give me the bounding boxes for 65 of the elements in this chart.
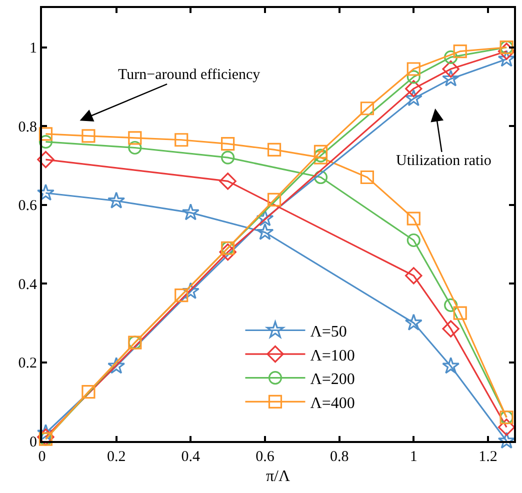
point <box>182 203 200 220</box>
point <box>37 150 54 168</box>
point <box>442 357 460 374</box>
point <box>498 50 516 67</box>
point <box>108 192 126 208</box>
point <box>360 102 374 116</box>
x-tick-label: 0.2 <box>106 449 126 465</box>
y-tick-label: 0.2 <box>18 356 37 372</box>
point <box>256 209 274 226</box>
point <box>498 42 516 60</box>
point <box>444 50 458 64</box>
point <box>82 385 96 399</box>
point <box>174 133 188 147</box>
point <box>405 80 422 98</box>
y-tick-label: 0.8 <box>18 119 37 136</box>
x-tick-label: 1.2 <box>478 449 498 465</box>
point <box>219 172 236 190</box>
y-tick-label: 1 <box>30 40 37 57</box>
legend-label: Λ=50 <box>310 323 347 340</box>
x-tick-label: 0.6 <box>256 449 275 465</box>
point <box>174 288 188 302</box>
point <box>453 306 467 320</box>
annotation: Utilization ratio <box>396 153 492 169</box>
point <box>404 314 422 331</box>
point <box>267 142 282 157</box>
point <box>498 432 516 449</box>
point <box>267 192 282 206</box>
point <box>442 70 460 86</box>
legend-label: Λ=100 <box>310 347 355 364</box>
y-tick-label: 0.4 <box>18 276 38 293</box>
point <box>108 357 126 374</box>
point <box>442 320 460 338</box>
point <box>128 131 142 145</box>
point <box>38 127 53 141</box>
point <box>219 243 236 261</box>
point <box>453 44 467 58</box>
point <box>128 140 142 155</box>
point <box>406 212 420 226</box>
y-tick-label: 0 <box>30 434 37 450</box>
annotation: Turn−around efficiency <box>118 67 261 83</box>
point <box>256 223 274 240</box>
point <box>182 282 200 300</box>
point <box>221 137 235 151</box>
legend-label: Λ=400 <box>310 394 355 412</box>
point <box>444 298 458 312</box>
point <box>221 150 235 164</box>
x-tick-label: 1 <box>410 449 418 465</box>
point <box>314 144 328 158</box>
x-axis-title: π/Λ <box>266 468 290 486</box>
point <box>405 267 422 284</box>
point <box>314 170 328 184</box>
y-tick-label: 0.6 <box>18 198 38 214</box>
point <box>442 60 460 78</box>
point <box>406 233 420 248</box>
point <box>82 129 96 143</box>
point <box>406 62 420 76</box>
point <box>360 170 374 184</box>
point <box>38 135 53 149</box>
point <box>404 89 422 106</box>
x-tick-label: 0.8 <box>330 449 349 465</box>
point <box>406 70 420 84</box>
x-tick-label: 0.4 <box>181 449 201 465</box>
point <box>36 184 55 201</box>
point <box>498 418 516 436</box>
legend-label: Λ=200 <box>310 371 355 388</box>
